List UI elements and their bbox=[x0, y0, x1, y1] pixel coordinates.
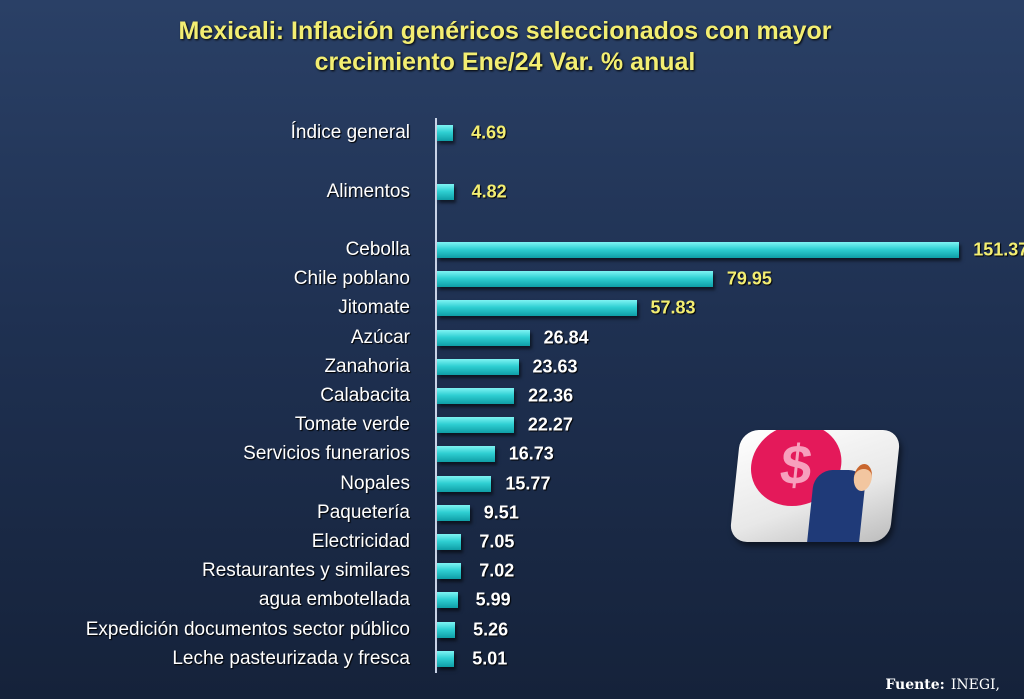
bar bbox=[437, 563, 462, 580]
category-label: Restaurantes y similares bbox=[201, 560, 410, 582]
bar bbox=[437, 534, 462, 550]
bar bbox=[437, 125, 454, 141]
category-label: Tomate verde bbox=[294, 414, 410, 436]
category-label: Paquetería bbox=[317, 501, 410, 523]
data-label: 7.02 bbox=[479, 560, 515, 581]
data-label: 5.99 bbox=[475, 589, 511, 610]
category-label: Calabacita bbox=[320, 385, 410, 406]
category-label: Expedición documentos sector público bbox=[85, 618, 410, 640]
bar bbox=[437, 592, 458, 609]
businessman-head bbox=[852, 464, 874, 491]
data-label: 5.01 bbox=[472, 648, 508, 669]
data-label: 151.37 bbox=[973, 239, 1024, 260]
source-label: Fuente: bbox=[885, 677, 945, 693]
category-label: Zanahoria bbox=[324, 355, 410, 377]
bar bbox=[437, 388, 515, 404]
category-label: Electricidad bbox=[311, 531, 410, 552]
bar bbox=[437, 475, 492, 492]
data-label: 22.27 bbox=[527, 414, 573, 435]
data-label: 15.77 bbox=[505, 473, 551, 494]
y-axis-line bbox=[435, 118, 437, 673]
data-label: 26.84 bbox=[543, 327, 589, 348]
category-label: Cebolla bbox=[345, 239, 410, 260]
bar bbox=[437, 358, 519, 375]
bar bbox=[437, 504, 470, 521]
category-label: Leche pasteurizada y fresca bbox=[172, 647, 410, 669]
data-label: 4.82 bbox=[471, 181, 507, 202]
bar bbox=[437, 242, 960, 258]
source-note: Fuente: INEGI, bbox=[885, 677, 1000, 693]
title-line-1: Mexicali: Inflación genéricos selecciona… bbox=[178, 17, 832, 45]
data-label: 5.26 bbox=[473, 619, 509, 640]
bar bbox=[437, 446, 495, 463]
category-label: Servicios funerarios bbox=[243, 443, 410, 465]
bar bbox=[437, 300, 637, 317]
money-illustration: $ bbox=[729, 430, 901, 542]
title-line-2: crecimiento Ene/24 Var. % anual bbox=[314, 48, 696, 76]
category-label: Jitomate bbox=[338, 297, 410, 319]
category-label: agua embotellada bbox=[258, 589, 410, 611]
source-value: INEGI, bbox=[950, 677, 1000, 693]
bar bbox=[437, 621, 456, 638]
bar bbox=[437, 650, 455, 667]
data-label: 4.69 bbox=[471, 122, 507, 143]
data-label: 57.83 bbox=[650, 297, 696, 318]
data-label: 23.63 bbox=[532, 356, 578, 377]
category-label: Alimentos bbox=[326, 181, 410, 202]
bar bbox=[437, 329, 530, 346]
data-label: 7.05 bbox=[479, 531, 515, 552]
data-label: 16.73 bbox=[508, 443, 554, 464]
chart-title: Mexicali: Inflación genéricos selecciona… bbox=[0, 16, 1010, 78]
data-label: 22.36 bbox=[528, 385, 574, 406]
data-label: 79.95 bbox=[726, 268, 772, 289]
bar bbox=[437, 184, 454, 200]
category-label: Chile poblano bbox=[293, 268, 410, 290]
data-label: 9.51 bbox=[483, 502, 519, 523]
bar bbox=[437, 417, 514, 434]
category-label: Azúcar bbox=[350, 326, 410, 348]
category-label: Nopales bbox=[340, 472, 410, 494]
category-label: Índice general bbox=[290, 122, 410, 143]
bar bbox=[437, 271, 713, 288]
